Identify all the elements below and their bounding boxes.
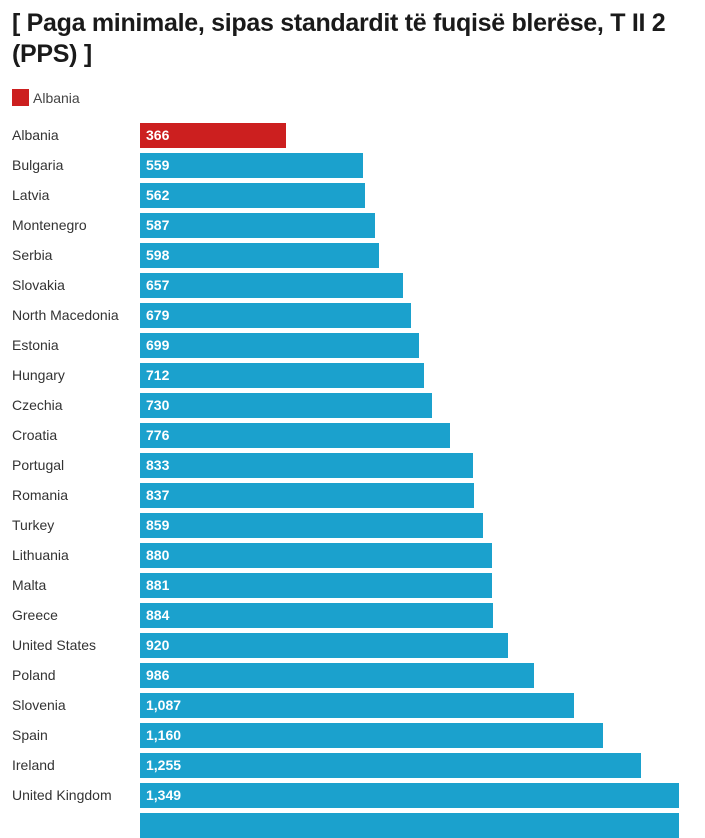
bar-lithuania xyxy=(140,543,492,568)
bar-serbia xyxy=(140,243,379,268)
bar-spain xyxy=(140,723,603,748)
category-label-slovenia: Slovenia xyxy=(12,697,66,713)
value-label-united-states: 920 xyxy=(146,637,170,653)
category-label-croatia: Croatia xyxy=(12,427,58,443)
category-label-poland: Poland xyxy=(12,667,56,683)
category-label-serbia: Serbia xyxy=(12,247,53,263)
value-label-turkey: 859 xyxy=(146,517,170,533)
bar-latvia xyxy=(140,183,365,208)
category-label-turkey: Turkey xyxy=(12,517,55,533)
category-label-north-macedonia: North Macedonia xyxy=(12,307,119,323)
value-label-ireland: 1,255 xyxy=(146,757,182,773)
bar-hungary xyxy=(140,363,424,388)
value-label-spain: 1,160 xyxy=(146,727,182,743)
category-label-slovakia: Slovakia xyxy=(12,277,65,293)
value-label-hungary: 712 xyxy=(146,367,170,383)
bar-romania xyxy=(140,483,474,508)
category-label-czechia: Czechia xyxy=(12,397,63,413)
value-label-united-kingdom: 1,349 xyxy=(146,787,182,803)
value-label-serbia: 598 xyxy=(146,247,170,263)
category-label-ireland: Ireland xyxy=(12,757,55,773)
value-label-bulgaria: 559 xyxy=(146,157,170,173)
value-label-north-macedonia: 679 xyxy=(146,307,170,323)
chart-title: [ Paga minimale, sipas standardit të fuq… xyxy=(12,8,705,70)
category-label-romania: Romania xyxy=(12,487,69,503)
value-label-latvia: 562 xyxy=(146,187,170,203)
category-label-estonia: Estonia xyxy=(12,337,59,353)
value-label-montenegro: 587 xyxy=(146,217,170,233)
bar-montenegro xyxy=(140,213,375,238)
category-label-malta: Malta xyxy=(12,577,47,593)
category-label-greece: Greece xyxy=(12,607,58,623)
value-label-lithuania: 880 xyxy=(146,547,170,563)
value-label-romania: 837 xyxy=(146,487,170,503)
category-label-lithuania: Lithuania xyxy=(12,547,69,563)
bar-clipped-next xyxy=(140,813,679,838)
category-label-hungary: Hungary xyxy=(12,367,65,383)
category-label-albania: Albania xyxy=(12,127,59,143)
bar-bulgaria xyxy=(140,153,363,178)
legend: Albania xyxy=(12,89,80,106)
bar-malta xyxy=(140,573,492,598)
value-label-greece: 884 xyxy=(146,607,170,623)
bar-chart: Albania 366 Bulgaria 559 Latvia 562 Montenegro… xyxy=(12,123,679,838)
category-label-montenegro: Montenegro xyxy=(12,217,87,233)
category-label-latvia: Latvia xyxy=(12,187,50,203)
category-label-spain: Spain xyxy=(12,727,48,743)
value-label-croatia: 776 xyxy=(146,427,170,443)
bar-turkey xyxy=(140,513,483,538)
legend-swatch-albania xyxy=(12,89,29,106)
bar-north-macedonia xyxy=(140,303,411,328)
chart-title-line2: (PPS) ] xyxy=(12,40,92,68)
bar-ireland xyxy=(140,753,641,778)
value-label-slovakia: 657 xyxy=(146,277,170,293)
legend-label-albania: Albania xyxy=(33,89,80,106)
value-label-estonia: 699 xyxy=(146,337,170,353)
bar-poland xyxy=(140,663,534,688)
value-label-albania: 366 xyxy=(146,127,170,143)
value-label-malta: 881 xyxy=(146,577,170,593)
bar-czechia xyxy=(140,393,432,418)
bar-estonia xyxy=(140,333,419,358)
bar-greece xyxy=(140,603,493,628)
bar-albania xyxy=(140,123,286,148)
value-label-czechia: 730 xyxy=(146,397,170,413)
bar-united-states xyxy=(140,633,508,658)
chart-title-line1: [ Paga minimale, sipas standardit të fuq… xyxy=(12,9,666,37)
bar-slovenia xyxy=(140,693,574,718)
bar-croatia xyxy=(140,423,450,448)
value-label-poland: 986 xyxy=(146,667,170,683)
bar-portugal xyxy=(140,453,473,478)
bar-united-kingdom xyxy=(140,783,679,808)
value-label-slovenia: 1,087 xyxy=(146,697,182,713)
category-label-united-states: United States xyxy=(12,637,97,653)
category-label-united-kingdom: United Kingdom xyxy=(12,787,112,803)
bar-slovakia xyxy=(140,273,403,298)
category-label-bulgaria: Bulgaria xyxy=(12,157,64,173)
value-label-portugal: 833 xyxy=(146,457,170,473)
category-label-portugal: Portugal xyxy=(12,457,65,473)
